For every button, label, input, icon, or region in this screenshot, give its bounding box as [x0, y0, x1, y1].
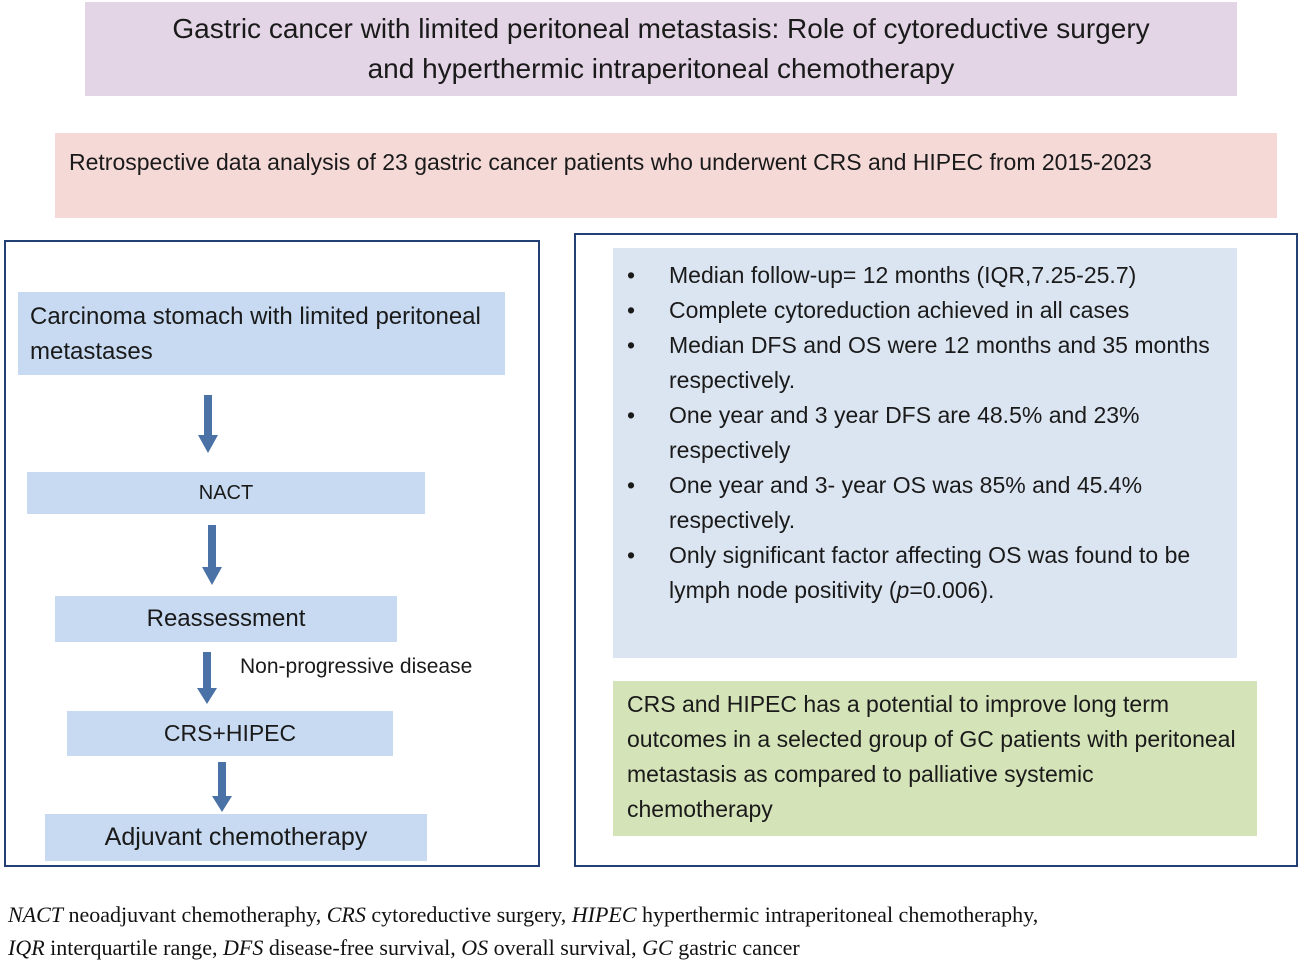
caption-def: cytoreductive surgery,: [365, 902, 572, 927]
title-line-2: and hyperthermic intraperitoneal chemoth…: [367, 53, 955, 84]
flow-step-nact-label: NACT: [198, 481, 254, 504]
results-list: • Median follow-up= 12 months (IQR,7.25-2…: [621, 258, 1229, 608]
title-banner: Gastric cancer with limited peritoneal m…: [85, 2, 1237, 96]
results-item: • One year and 3 year DFS are 48.5% and 2…: [621, 398, 1229, 468]
study-description-box: Retrospective data analysis of 23 gastri…: [55, 133, 1277, 218]
bullet-icon: •: [627, 297, 636, 323]
p-value-symbol: p: [896, 577, 910, 603]
bullet-icon: •: [627, 402, 636, 428]
figure-caption: NACT neoadjuvant chemotheraphy, CRS cyto…: [8, 898, 1303, 964]
bullet-icon: •: [627, 542, 636, 568]
caption-abbr: IQR: [8, 935, 45, 960]
down-arrow-icon: [212, 762, 232, 812]
results-item-text: Median follow-up= 12 months (IQR,7.25-25…: [669, 262, 1137, 288]
study-description: Retrospective data analysis of 23 gastri…: [69, 149, 1152, 175]
flow-step-nact: NACT: [27, 472, 425, 514]
results-item: • Complete cytoreduction achieved in all …: [621, 293, 1229, 328]
flow-step-reassessment: Reassessment: [55, 596, 397, 642]
flow-step-adjuvant: Adjuvant chemotherapy: [45, 814, 427, 861]
results-item-text: One year and 3- year OS was 85% and 45.4…: [669, 472, 1143, 533]
caption-abbr: OS: [461, 935, 489, 960]
p-value-text: =0.006).: [909, 577, 995, 603]
caption-def: neoadjuvant chemotheraphy,: [63, 902, 327, 927]
results-item-text: Median DFS and OS were 12 months and 35 …: [669, 332, 1210, 393]
results-item: • Median DFS and OS were 12 months and 35…: [621, 328, 1229, 398]
conclusion-text: CRS and HIPEC has a potential to improve…: [627, 691, 1236, 822]
caption-abbr: GC: [642, 935, 673, 960]
results-box: • Median follow-up= 12 months (IQR,7.25-2…: [613, 248, 1237, 658]
arrow-label: Non-progressive disease: [240, 652, 472, 682]
caption-def: overall survival,: [488, 935, 643, 960]
bullet-icon: •: [627, 262, 636, 288]
results-item-text: One year and 3 year DFS are 48.5% and 23…: [669, 402, 1140, 463]
bullet-icon: •: [627, 472, 636, 498]
down-arrow-icon: [198, 395, 218, 453]
results-item-text: Complete cytoreduction achieved in all c…: [669, 297, 1130, 323]
caption-def: interquartile range,: [44, 935, 224, 960]
results-item: • Median follow-up= 12 months (IQR,7.25-2…: [621, 258, 1229, 293]
arrow-label-text: Non-progressive disease: [240, 655, 473, 678]
flow-step-crs-hipec-label: CRS+HIPEC: [163, 720, 297, 746]
caption-abbr: NACT: [8, 902, 64, 927]
caption-def: gastric cancer: [672, 935, 800, 960]
flow-step-adjuvant-label: Adjuvant chemotherapy: [104, 823, 368, 851]
flow-step-diagnosis-label: Carcinoma stomach with limited peritonea…: [30, 302, 481, 365]
results-item: • Only significant factor affecting OS wa…: [621, 538, 1229, 608]
flow-step-reassessment-label: Reassessment: [146, 605, 306, 632]
results-item-text: Only significant factor affecting OS was…: [669, 542, 1191, 603]
caption-abbr: HIPEC: [571, 902, 637, 927]
page-title: Gastric cancer with limited peritoneal m…: [172, 9, 1149, 89]
caption-abbr: CRS: [326, 902, 366, 927]
caption-def: hyperthermic intraperitoneal chemotherap…: [636, 902, 1039, 927]
down-arrow-icon: [197, 652, 217, 704]
flow-step-crs-hipec: CRS+HIPEC: [67, 711, 393, 756]
bullet-icon: •: [627, 332, 636, 358]
down-arrow-icon: [202, 525, 222, 585]
caption-def: disease-free survival,: [263, 935, 462, 960]
flow-step-diagnosis: Carcinoma stomach with limited peritonea…: [18, 292, 505, 375]
conclusion-box: CRS and HIPEC has a potential to improve…: [613, 681, 1257, 836]
title-line-1: Gastric cancer with limited peritoneal m…: [172, 13, 1150, 44]
caption-abbr: DFS: [223, 935, 264, 960]
results-item: • One year and 3- year OS was 85% and 45.…: [621, 468, 1229, 538]
